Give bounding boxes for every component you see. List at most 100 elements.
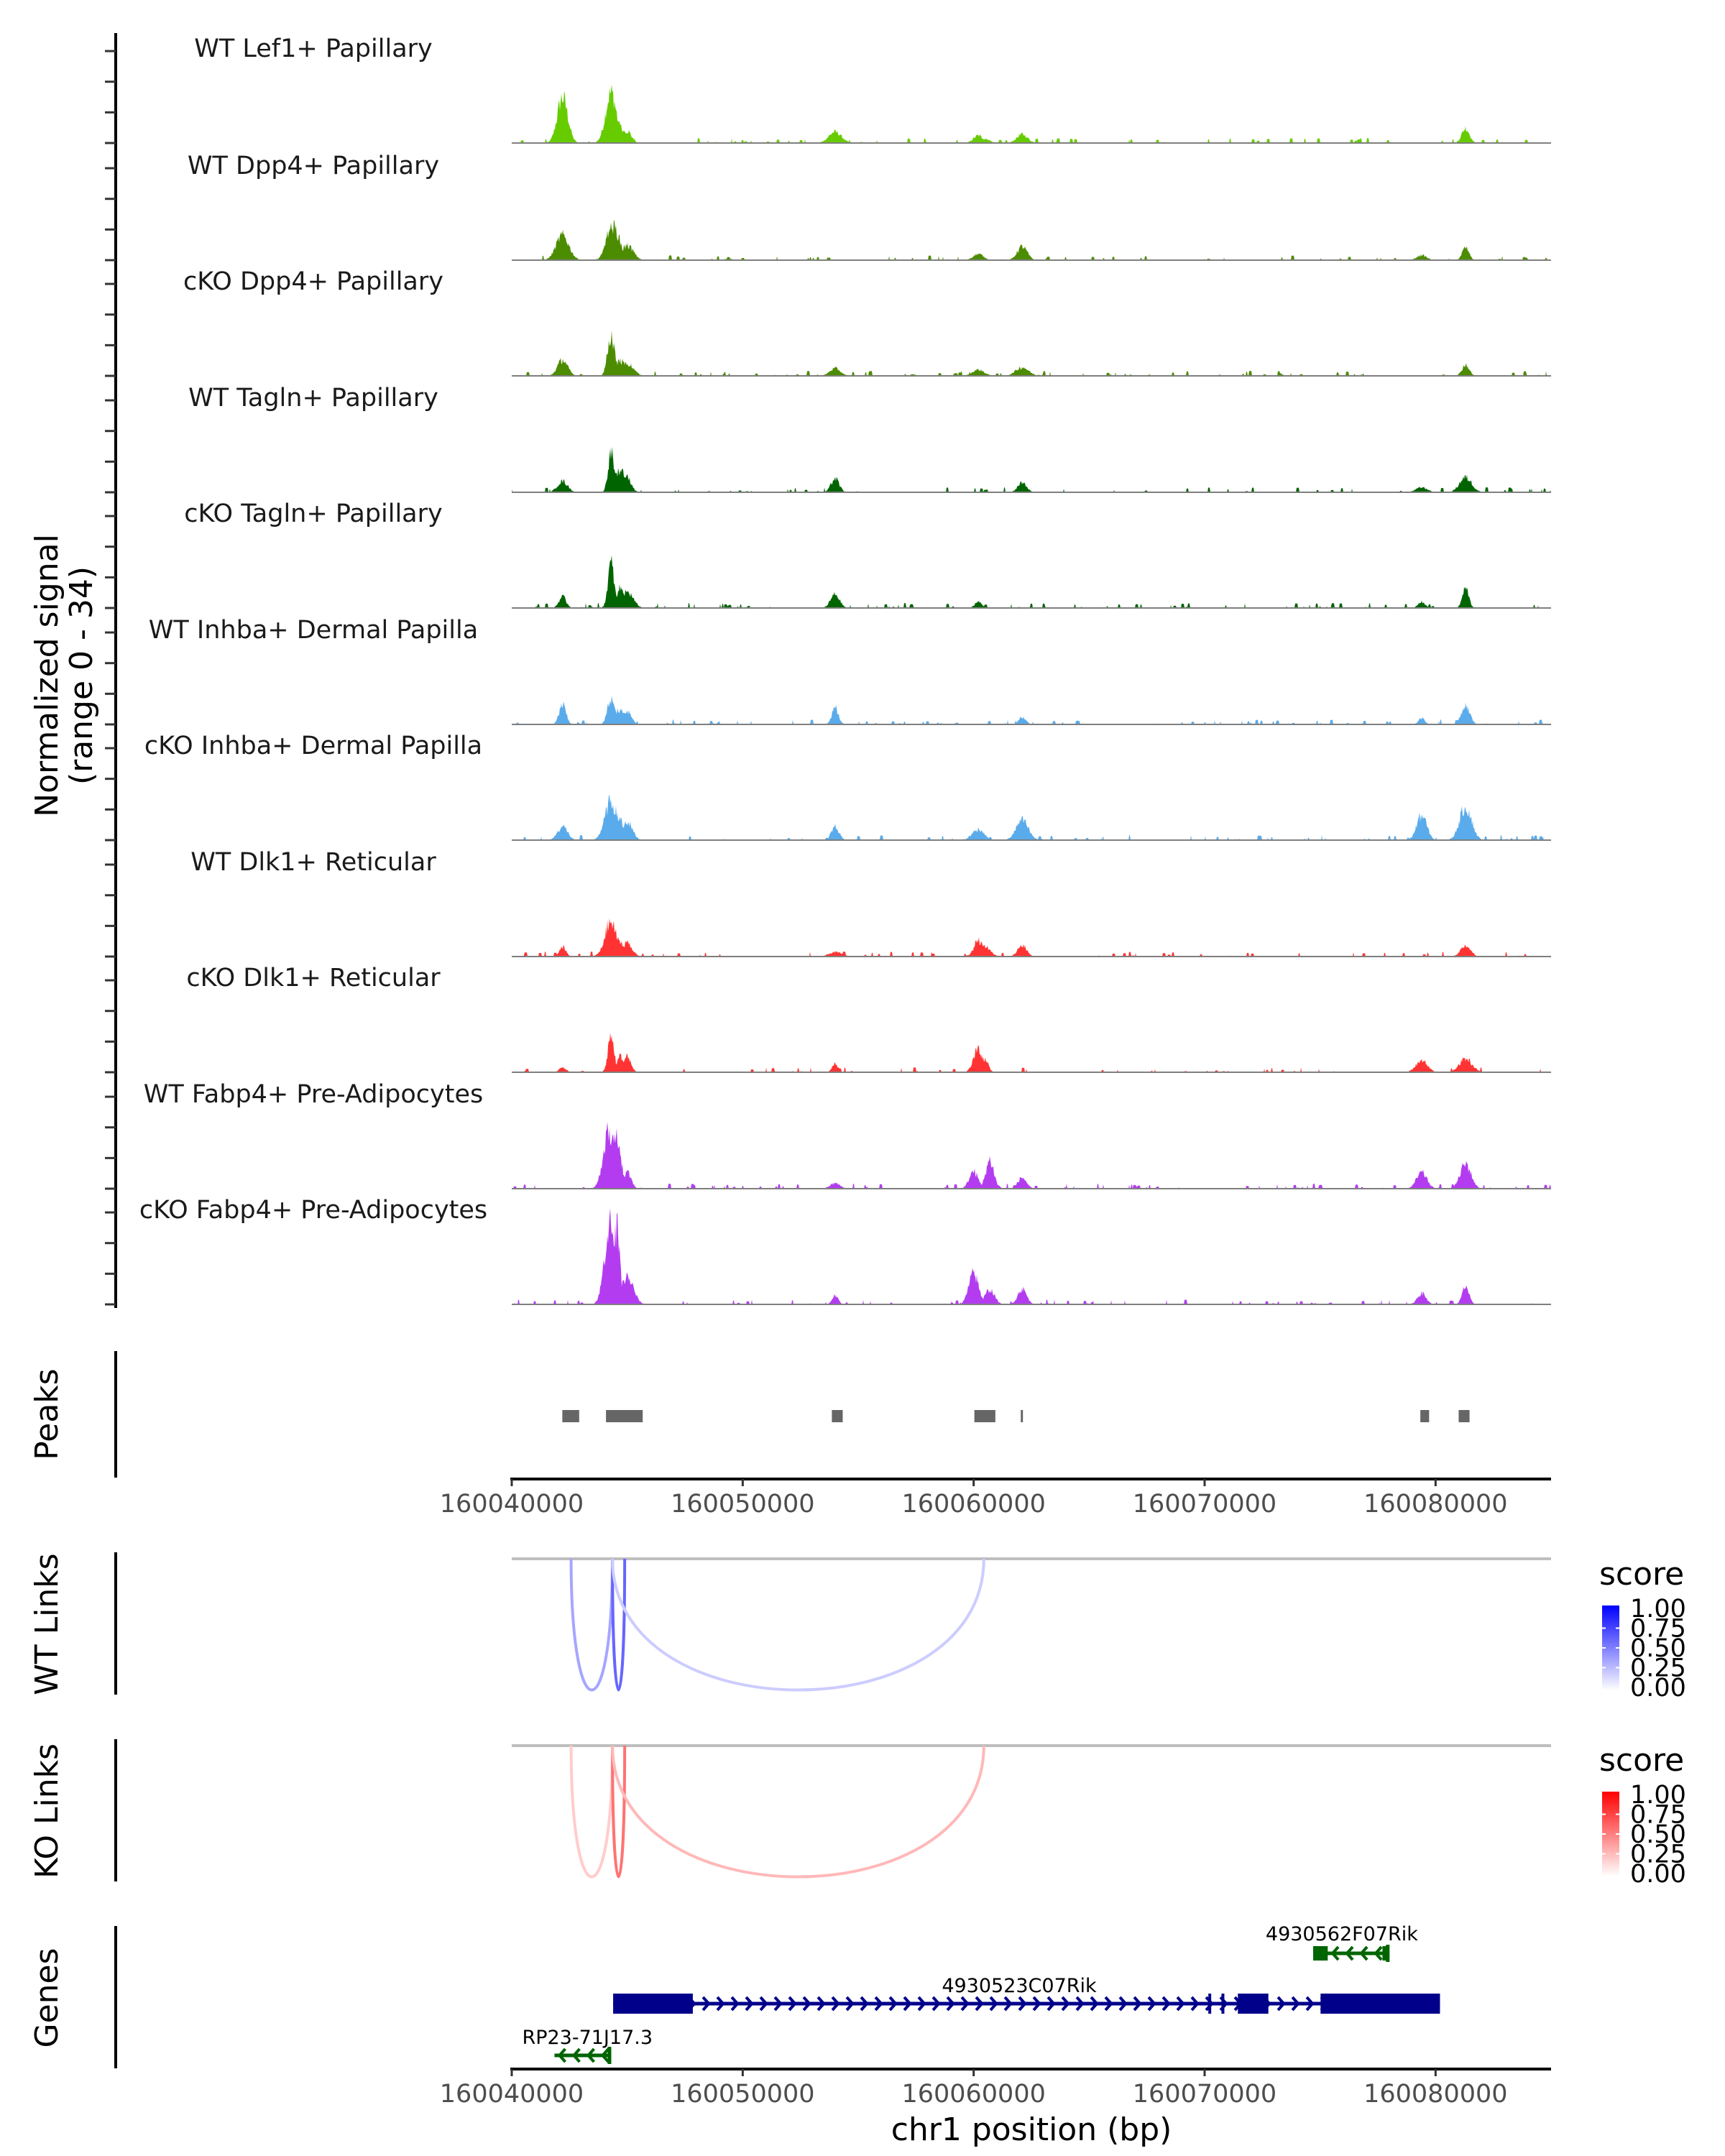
link-arc [611, 1745, 627, 1879]
coverage-track: cKO Dlk1+ Reticular [186, 964, 1551, 1073]
strand-chevron [1003, 1996, 1013, 2012]
strand-chevron [975, 1996, 984, 2012]
legend-tick-label: 0.75 [1630, 1801, 1686, 1830]
gene-exon [1313, 1946, 1328, 1961]
x-tick-label: 160080000 [1363, 1490, 1507, 1519]
peak-region [832, 1410, 843, 1422]
legend-tick-label: 0.00 [1630, 1674, 1686, 1703]
peak-region [1458, 1410, 1470, 1422]
strand-chevron [1276, 1996, 1286, 2012]
coverage-area [512, 696, 1551, 724]
gene-models: 4930562F07Rik 4930523C07Rik RP23-71J17.3 [522, 1923, 1440, 2064]
peak-region [606, 1410, 643, 1422]
ko-links-track-label: KO Links [29, 1743, 65, 1879]
x-tick-label: 160040000 [440, 1490, 584, 1519]
strand-chevron [716, 1996, 725, 2012]
strand-chevron [1118, 1996, 1128, 2012]
peaks-track: Peaks [29, 1351, 1470, 1478]
peaks-track-label: Peaks [29, 1368, 65, 1460]
coverage-area [512, 794, 1551, 840]
wt-link-arcs [512, 1557, 1551, 1692]
strand-chevron [1018, 1996, 1027, 2012]
gene-name-label: RP23-71J17.3 [522, 2027, 653, 2049]
track-label: WT Tagln+ Papillary [188, 384, 438, 413]
strand-chevron [831, 1996, 840, 2012]
x-tick-label: 160070000 [1133, 2080, 1276, 2109]
strand-chevron [1075, 1996, 1085, 2012]
track-label: WT Lef1+ Papillary [194, 34, 433, 63]
x-axis-bottom: 160040000 160050000 160060000 160070000 1600… [440, 2068, 1551, 2109]
track-label: WT Dpp4+ Papillary [188, 152, 439, 180]
track-label: cKO Inhba+ Dermal Papilla [144, 732, 482, 760]
x-tick-label: 160080000 [1363, 2080, 1507, 2109]
link-arc [611, 1745, 985, 1879]
strand-chevron [730, 1996, 740, 2012]
strand-chevron [1205, 1996, 1214, 2012]
coverage-area [512, 1032, 1551, 1072]
legend-tick-label: 0.25 [1630, 1841, 1686, 1869]
coverage-track: WT Inhba+ Dermal Papilla [149, 616, 1551, 725]
gene-model: 4930523C07Rik [613, 1975, 1440, 2014]
coverage-area [512, 84, 1551, 143]
strand-chevron [1374, 1945, 1383, 1961]
strand-chevron [802, 1996, 811, 2012]
strand-chevron [1291, 1996, 1300, 2012]
coverage-track: WT Dlk1+ Reticular [190, 848, 1551, 957]
strand-chevron [917, 1996, 926, 2012]
coverage-track: WT Tagln+ Papillary [188, 384, 1551, 493]
gene-name-label: 4930562F07Rik [1266, 1923, 1418, 1945]
coverage-area [512, 331, 1551, 376]
strand-chevron [860, 1996, 869, 2012]
x-tick-label: 160040000 [440, 2080, 584, 2109]
link-arc [569, 1558, 615, 1692]
strand-chevron [1305, 1996, 1315, 2012]
coverage-y-ticks [105, 50, 116, 1306]
gene-exon [1208, 1994, 1212, 2014]
strand-chevron [1104, 1996, 1113, 2012]
strand-chevron [571, 2047, 581, 2063]
coverage-area [512, 555, 1551, 608]
gene-model: 4930562F07Rik [1266, 1923, 1418, 1962]
coverage-area [512, 446, 1551, 492]
strand-chevron [1190, 1996, 1200, 2012]
coverage-area [512, 1208, 1551, 1304]
strand-chevron [1345, 1945, 1354, 1961]
coverage-y-axis-title: Normalized signal (range 0 - 34) [29, 534, 100, 817]
strand-chevron [888, 1996, 898, 2012]
coverage-track: cKO Inhba+ Dermal Papilla [144, 732, 1551, 841]
link-arc [611, 1558, 627, 1692]
gene-exon [1238, 1994, 1269, 2014]
track-label: cKO Tagln+ Papillary [184, 499, 443, 528]
strand-chevron [1090, 1996, 1099, 2012]
ko-link-arcs [512, 1744, 1551, 1879]
legend-tick-label: 0.75 [1630, 1615, 1686, 1644]
ko-legend-title: score [1599, 1742, 1684, 1779]
legend-tick-label: 0.50 [1630, 1820, 1686, 1849]
strand-chevron [960, 1996, 970, 2012]
genes-track: Genes 4930562F07Rik 4930523C07Rik RP23-71J… [29, 1923, 1440, 2068]
gene-exon [614, 1994, 693, 2014]
strand-chevron [1162, 1996, 1171, 2012]
track-label: WT Inhba+ Dermal Papilla [149, 616, 478, 645]
strand-chevron [557, 2047, 566, 2063]
strand-chevron [702, 1996, 711, 2012]
strand-chevron [745, 1996, 754, 2012]
gene-name-label: 4930523C07Rik [942, 1975, 1097, 1997]
coverage-area [512, 918, 1551, 957]
strand-chevron [932, 1996, 941, 2012]
strand-chevron [759, 1996, 768, 2012]
strand-chevron [1032, 1996, 1041, 2012]
ko-links-track: KO Links [29, 1739, 1551, 1881]
link-arc [611, 1558, 985, 1692]
ko-legend-ticks: 1.000.750.500.250.00 [1602, 1781, 1686, 1889]
strand-chevron [788, 1996, 797, 2012]
legend-tick-label: 0.00 [1630, 1860, 1686, 1889]
strand-chevron [1061, 1996, 1070, 2012]
x-tick-label: 160050000 [671, 2080, 814, 2109]
wt-legend-title: score [1599, 1556, 1684, 1593]
coverage-area [512, 1122, 1551, 1189]
x-axis-middle: 160040000 160050000 160060000 160070000 1600… [440, 1478, 1551, 1519]
strand-chevron [586, 2047, 595, 2063]
x-tick-label: 160060000 [901, 1490, 1045, 1519]
gene-exon [1320, 1994, 1440, 2014]
